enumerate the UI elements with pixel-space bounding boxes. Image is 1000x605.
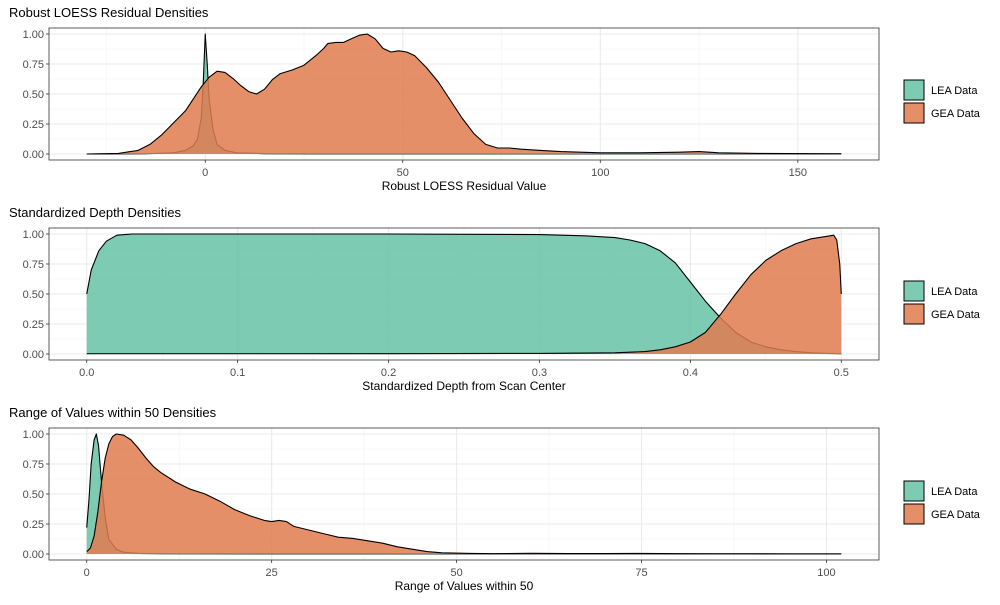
- panel-title: Robust LOESS Residual Densities: [9, 5, 209, 20]
- x-tick-label: 50: [397, 167, 409, 179]
- legend-label: GEA Data: [931, 309, 981, 321]
- y-tick-label: 1.00: [23, 429, 44, 441]
- legend: LEA Data GEA Data: [903, 480, 981, 525]
- legend-key-lea: [903, 480, 925, 502]
- x-tick-label: 0.1: [230, 367, 245, 379]
- y-tick-label: 0.50: [23, 289, 44, 301]
- y-tick-label: 1.00: [23, 29, 44, 41]
- y-tick-label: 0.25: [23, 319, 44, 331]
- x-tick-label: 25: [266, 567, 278, 579]
- y-tick-label: 0.00: [23, 349, 44, 361]
- y-tick-label: 0.25: [23, 119, 44, 131]
- legend-key-gea: [903, 102, 925, 124]
- panel-title: Standardized Depth Densities: [9, 205, 181, 220]
- panel-3: Range of Values within 50 Densities 0.00 0…: [9, 405, 981, 593]
- x-tick-label: 0: [202, 167, 208, 179]
- y-tick-label: 0.75: [23, 459, 44, 471]
- panel-1: Robust LOESS Residual Densities 0.00 0.25 0…: [9, 5, 981, 193]
- y-tick-label: 0.25: [23, 519, 44, 531]
- panel-2: Standardized Depth Densities0.000.250.50…: [9, 205, 981, 393]
- x-tick-label: 150: [789, 167, 807, 179]
- x-tick-label: 0.3: [532, 367, 547, 379]
- legend-key-lea: [903, 79, 925, 101]
- legend-key-gea: [903, 303, 925, 325]
- x-axis-label: Robust LOESS Residual Value: [382, 179, 547, 193]
- x-axis-label: Range of Values within 50: [395, 579, 534, 593]
- density-outline-gea: [86, 234, 842, 355]
- x-tick-label: 75: [635, 567, 647, 579]
- y-tick-label: 0.00: [23, 549, 44, 561]
- density-area-gea: [86, 434, 842, 554]
- panel-title: Range of Values within 50 Densities: [9, 405, 217, 420]
- y-tick-label: 0.75: [23, 59, 44, 71]
- density-area-lea: [86, 234, 842, 354]
- legend-label: LEA Data: [931, 85, 978, 97]
- y-tick-label: 0.00: [23, 149, 44, 161]
- legend-label: LEA Data: [931, 486, 978, 498]
- density-outline-gea: [86, 33, 842, 155]
- legend-label: LEA Data: [931, 286, 978, 298]
- legend-key-lea: [903, 280, 925, 302]
- legend-label: GEA Data: [931, 108, 981, 120]
- density-area-gea: [86, 235, 842, 354]
- y-tick-label: 0.50: [23, 89, 44, 101]
- x-tick-label: 0.5: [834, 367, 849, 379]
- y-tick-label: 1.00: [23, 229, 44, 241]
- x-tick-label: 100: [591, 167, 609, 179]
- legend: LEA Data GEA Data: [903, 280, 981, 325]
- x-tick-label: 0.2: [381, 367, 396, 379]
- legend-key-gea: [903, 503, 925, 525]
- density-outline-gea: [86, 433, 842, 555]
- legend-label: GEA Data: [931, 509, 981, 521]
- x-tick-label: 50: [450, 567, 462, 579]
- x-tick-label: 100: [817, 567, 835, 579]
- y-tick-label: 0.50: [23, 489, 44, 501]
- x-tick-label: 0.0: [79, 367, 94, 379]
- x-tick-label: 0: [84, 567, 90, 579]
- density-area-gea: [86, 34, 842, 154]
- legend: LEA Data GEA Data: [903, 79, 981, 124]
- y-tick-label: 0.75: [23, 259, 44, 271]
- x-tick-label: 0.4: [683, 367, 698, 379]
- x-axis-label: Standardized Depth from Scan Center: [362, 379, 565, 393]
